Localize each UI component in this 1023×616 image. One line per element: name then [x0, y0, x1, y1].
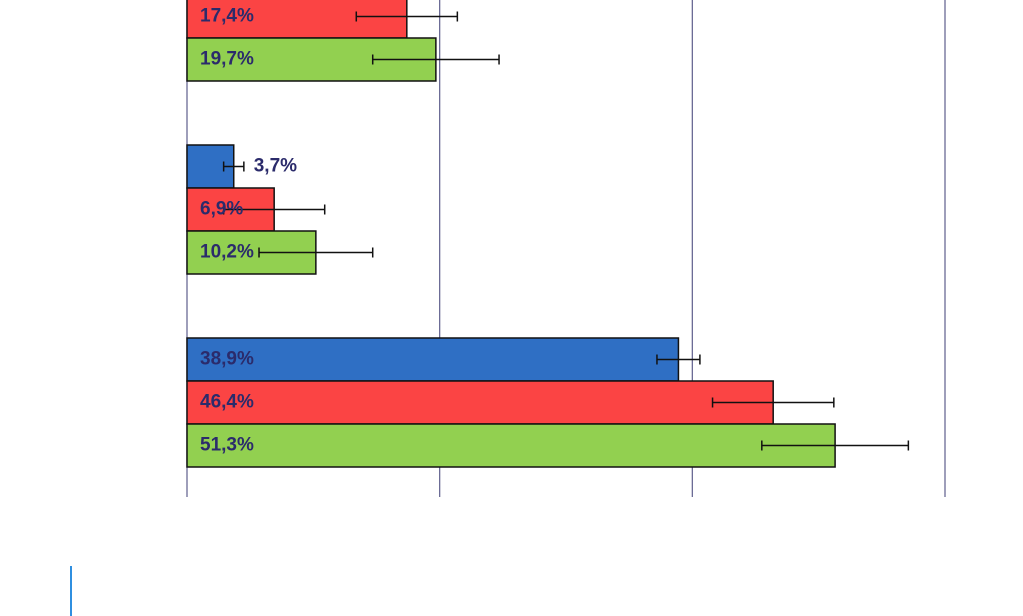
value-label: 19,7%	[200, 49, 254, 70]
bar	[186, 337, 680, 382]
value-label: 51,3%	[200, 435, 254, 456]
bar	[186, 423, 836, 468]
value-label: 17,4%	[200, 6, 254, 27]
value-label: 46,4%	[200, 392, 254, 413]
value-label: 3,7%	[254, 156, 297, 177]
value-label: 6,9%	[200, 199, 243, 220]
value-label: 10,2%	[200, 242, 254, 263]
bar	[186, 380, 774, 425]
value-label: 38,9%	[200, 349, 254, 370]
